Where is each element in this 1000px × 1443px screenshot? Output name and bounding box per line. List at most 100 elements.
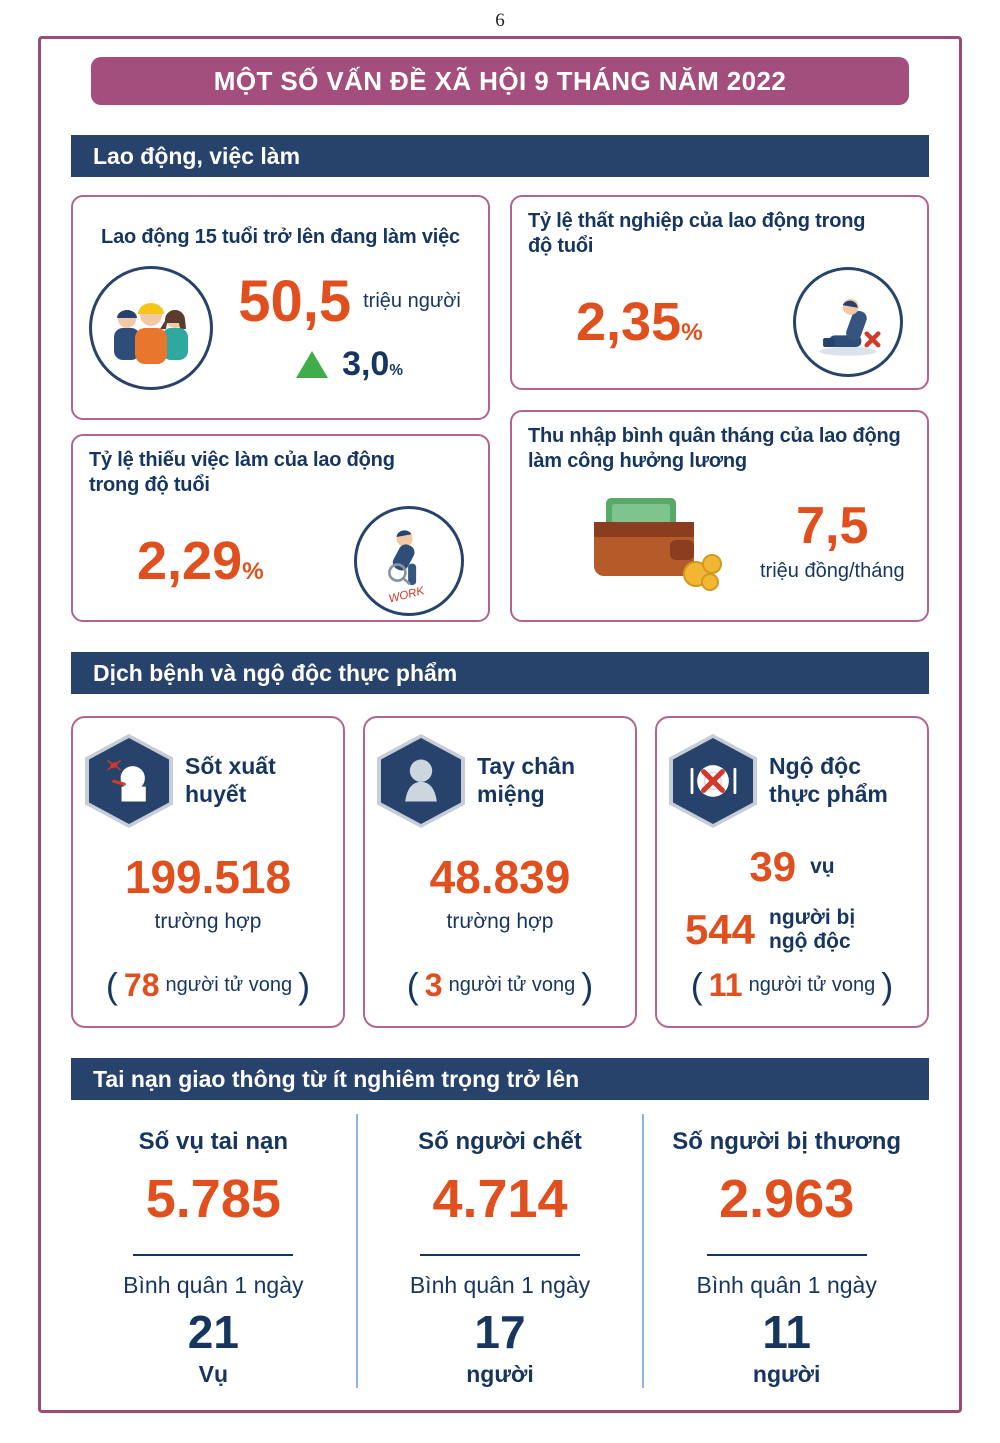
working-row: 50,5 triệu người 3,0% (89, 266, 472, 390)
card-food-poisoning: Ngộ độc thực phẩm 39 vụ 544 người bị ngộ… (655, 716, 929, 1028)
hfmd-deaths: ( 3 người tử vong ) (407, 967, 593, 1004)
wallet-icon (576, 484, 726, 599)
income-row: 7,5 triệu đồng/tháng (528, 474, 911, 599)
hfmd-unit: trường hợp (446, 910, 554, 933)
divider-line (133, 1254, 294, 1256)
dengue-head: Sốt xuất huyết (85, 734, 331, 828)
labor-left-column: Lao động 15 tuổi trở lên đang làm việc (71, 195, 490, 622)
workers-icon (89, 266, 213, 390)
poison-cases-row: 39 vụ (749, 846, 834, 888)
avg-value: 17 (474, 1306, 526, 1358)
working-stats: 50,5 triệu người 3,0% (227, 268, 472, 384)
growth-unit: % (389, 361, 403, 379)
poison-cases-unit: vụ (810, 854, 835, 878)
traffic-value: 4.714 (432, 1169, 568, 1229)
food-poisoning-icon (669, 734, 757, 828)
avg-label: Bình quân 1 ngày (696, 1272, 877, 1298)
section-header-traffic: Tai nạn giao thông từ ít nghiêm trọng tr… (71, 1058, 929, 1100)
traffic-grid: Số vụ tai nạn 5.785 Bình quân 1 ngày 21 … (71, 1114, 929, 1388)
food-poisoning-head: Ngộ độc thực phẩm (669, 734, 915, 828)
avg-value: 11 (762, 1306, 811, 1358)
paren-open: ( (105, 964, 118, 1006)
avg-label: Bình quân 1 ngày (409, 1272, 591, 1298)
traffic-label: Số người chết (418, 1128, 582, 1155)
paren-close: ) (298, 964, 311, 1006)
labor-right-column: Tỷ lệ thất nghiệp của lao động trong độ … (510, 195, 929, 622)
poison-people-unit: người bị ngộ độc (769, 906, 856, 954)
job-search-icon: WORK (354, 506, 464, 616)
growth-row: 3,0% (296, 345, 403, 384)
traffic-col-injuries: Số người bị thương 2.963 Bình quân 1 ngà… (642, 1114, 929, 1388)
card-unemployment: Tỷ lệ thất nghiệp của lao động trong độ … (510, 195, 929, 390)
paren-close: ) (581, 964, 594, 1006)
deaths-label: người tử vong (448, 974, 576, 996)
working-unit: triệu người (363, 290, 461, 312)
deaths-value: 11 (708, 967, 743, 1003)
poison-people-row: 544 người bị ngộ độc (685, 906, 899, 954)
up-triangle-icon (296, 350, 329, 378)
unemployment-row: 2,35% (528, 259, 911, 377)
title-banner: MỘT SỐ VẤN ĐỀ XÃ HỘI 9 THÁNG NĂM 2022 (91, 57, 909, 105)
avg-unit: Vụ (198, 1361, 229, 1387)
poison-cases-value: 39 (749, 843, 797, 890)
card-title: Thu nhập bình quân tháng của lao động là… (528, 425, 901, 472)
poison-deaths: ( 11 người tử vong ) (691, 967, 893, 1004)
labor-grid: Lao động 15 tuổi trở lên đang làm việc (71, 195, 929, 622)
income-unit: triệu đồng/tháng (760, 560, 905, 582)
deaths-label: người tử vong (165, 974, 293, 996)
page-frame: MỘT SỐ VẤN ĐỀ XÃ HỘI 9 THÁNG NĂM 2022 La… (38, 36, 962, 1413)
food-poisoning-label: Ngộ độc thực phẩm (769, 753, 888, 807)
poison-people-value: 544 (684, 906, 756, 954)
divider-line (420, 1254, 580, 1256)
deaths-value: 3 (424, 967, 443, 1003)
working-value: 50,5 (238, 268, 352, 334)
divider-line (706, 1254, 867, 1256)
traffic-label: Số người bị thương (672, 1128, 902, 1155)
card-average-income: Thu nhập bình quân tháng của lao động là… (510, 410, 929, 622)
income-stats: 7,5 triệu đồng/tháng (760, 500, 905, 583)
card-working-population: Lao động 15 tuổi trở lên đang làm việc (71, 195, 490, 420)
growth-value: 3,0% (342, 344, 403, 383)
avg-value: 21 (187, 1306, 239, 1358)
traffic-col-accidents: Số vụ tai nạn 5.785 Bình quân 1 ngày 21 … (71, 1114, 356, 1388)
avg-unit: người (466, 1361, 534, 1387)
card-underemployment: Tỷ lệ thiếu việc làm của lao động trong … (71, 434, 490, 622)
card-title: Tỷ lệ thiếu việc làm của lao động trong … (89, 449, 395, 496)
income-value: 7,5 (796, 497, 869, 555)
unemployed-person-icon (793, 267, 903, 377)
paren-close: ) (881, 964, 894, 1006)
traffic-col-deaths: Số người chết 4.714 Bình quân 1 ngày 17 … (355, 1114, 643, 1388)
avg-unit: người (752, 1361, 821, 1387)
traffic-label: Số vụ tai nạn (138, 1128, 289, 1155)
hfmd-value: 48.839 (429, 851, 571, 903)
work-text: WORK (388, 585, 427, 606)
unemployment-value: 2,35% (576, 292, 703, 352)
dengue-value: 199.518 (124, 851, 292, 903)
section-header-labor: Lao động, việc làm (71, 135, 929, 177)
hfmd-icon (377, 734, 465, 828)
avg-label: Bình quân 1 ngày (123, 1272, 304, 1298)
paren-open: ( (690, 964, 703, 1006)
section-header-disease: Dịch bệnh và ngộ độc thực phẩm (71, 652, 929, 694)
dengue-label: Sốt xuất huyết (185, 753, 276, 807)
deaths-value: 78 (123, 967, 160, 1003)
traffic-value: 5.785 (145, 1169, 281, 1229)
dengue-deaths: ( 78 người tử vong ) (106, 967, 310, 1004)
dengue-icon (85, 734, 173, 828)
page-number: 6 (495, 10, 505, 31)
underemployment-row: 2,29% WORK (89, 498, 472, 616)
underemployment-value: 2,29% (137, 531, 264, 591)
paren-open: ( (406, 964, 419, 1006)
working-value-row: 50,5 triệu người (238, 268, 461, 334)
disease-grid: Sốt xuất huyết 199.518 trường hợp ( 78 n… (71, 716, 929, 1028)
hfmd-label: Tay chân miệng (477, 753, 575, 807)
card-hfmd: Tay chân miệng 48.839 trường hợp ( 3 ngư… (363, 716, 637, 1028)
deaths-label: người tử vong (748, 974, 876, 996)
dengue-unit: trường hợp (154, 910, 262, 933)
card-dengue: Sốt xuất huyết 199.518 trường hợp ( 78 n… (71, 716, 345, 1028)
card-title: Lao động 15 tuổi trở lên đang làm việc (101, 226, 460, 248)
traffic-value: 2.963 (719, 1169, 855, 1229)
page-title: MỘT SỐ VẤN ĐỀ XÃ HỘI 9 THÁNG NĂM 2022 (213, 65, 787, 96)
hfmd-head: Tay chân miệng (377, 734, 623, 828)
